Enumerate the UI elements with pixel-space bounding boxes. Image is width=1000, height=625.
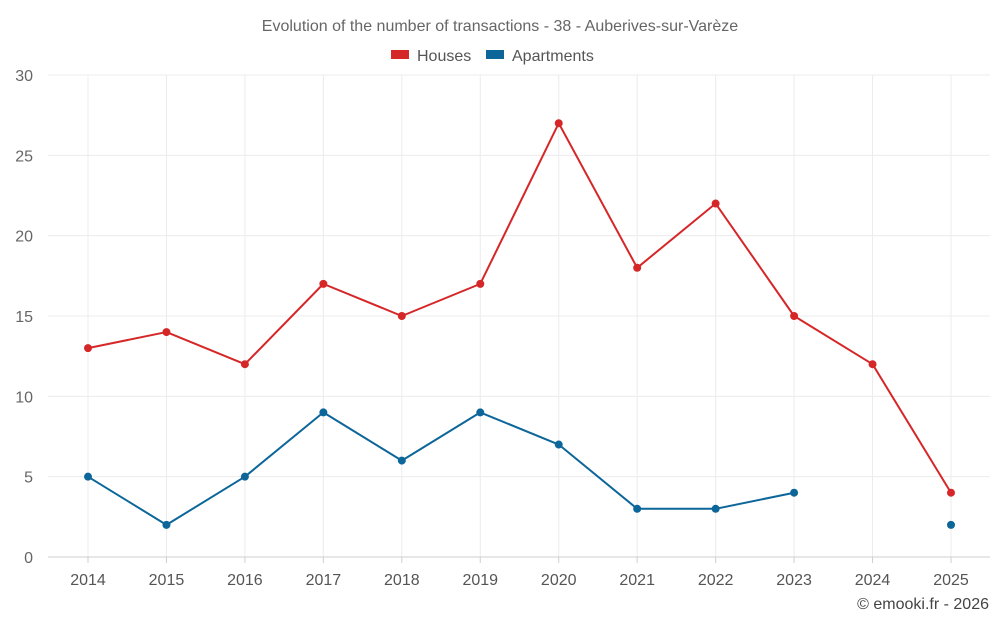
- x-tick-label: 2016: [227, 572, 263, 589]
- data-point-houses-2017[interactable]: [319, 279, 328, 288]
- x-tick-label: 2021: [619, 572, 655, 589]
- series: [84, 119, 955, 529]
- data-point-houses-2025[interactable]: [947, 488, 955, 497]
- data-point-houses-2022[interactable]: [711, 199, 720, 208]
- x-tick-label: 2017: [306, 572, 342, 589]
- y-tick-label: 0: [24, 550, 33, 567]
- x-tick-label: 2015: [149, 572, 185, 589]
- data-point-houses-2018[interactable]: [397, 312, 406, 320]
- data-point-houses-2023[interactable]: [790, 312, 799, 320]
- legend-item-houses[interactable]: Houses: [391, 48, 471, 65]
- data-point-apartments-2025[interactable]: [947, 520, 955, 529]
- data-point-houses-2021[interactable]: [633, 263, 642, 272]
- data-point-apartments-2016[interactable]: [240, 472, 249, 481]
- legend-item-apartments[interactable]: Apartments: [486, 48, 594, 65]
- y-tick-label: 5: [24, 470, 33, 487]
- gridlines: [48, 74, 990, 557]
- data-point-apartments-2018[interactable]: [397, 456, 406, 465]
- x-tick-label: 2019: [462, 572, 498, 589]
- x-tick-label: 2025: [933, 572, 969, 589]
- data-point-apartments-2020[interactable]: [554, 440, 563, 449]
- y-tick-label: 25: [15, 148, 33, 165]
- x-tick-label: 2018: [384, 572, 420, 589]
- legend-label-apartments: Apartments: [512, 48, 594, 65]
- legend-swatch-apartments: [486, 50, 504, 59]
- data-point-apartments-2017[interactable]: [319, 408, 328, 417]
- x-tick-label: 2020: [541, 572, 577, 589]
- series-apartments: [84, 408, 955, 529]
- x-tick-label: 2024: [855, 572, 891, 589]
- legend-label-houses: Houses: [417, 48, 471, 65]
- y-tick-label: 15: [15, 309, 33, 326]
- data-point-apartments-2014[interactable]: [84, 472, 92, 481]
- legend: Houses Apartments: [391, 48, 594, 65]
- series-line-houses: [87, 122, 952, 494]
- data-point-houses-2015[interactable]: [162, 328, 171, 337]
- x-tick-label: 2014: [70, 572, 106, 589]
- series-houses: [84, 119, 955, 497]
- chart-title: Evolution of the number of transactions …: [262, 18, 738, 35]
- y-tick-label: 20: [15, 229, 33, 246]
- data-point-houses-2019[interactable]: [476, 279, 485, 288]
- data-point-houses-2024[interactable]: [868, 360, 877, 369]
- credit-text: © emooki.fr - 2026: [857, 596, 989, 613]
- data-point-apartments-2015[interactable]: [162, 520, 171, 529]
- data-point-apartments-2019[interactable]: [476, 408, 485, 417]
- series-line-apartments: [87, 411, 795, 526]
- y-tick-label: 10: [15, 389, 33, 406]
- legend-swatch-houses: [391, 50, 409, 59]
- y-tick-label: 30: [15, 68, 33, 85]
- data-point-apartments-2023[interactable]: [790, 488, 799, 497]
- data-point-houses-2016[interactable]: [240, 360, 249, 369]
- x-tick-label: 2022: [698, 572, 734, 589]
- data-point-apartments-2021[interactable]: [633, 504, 642, 513]
- x-tick-label: 2023: [776, 572, 812, 589]
- data-point-houses-2020[interactable]: [554, 119, 563, 128]
- data-point-houses-2014[interactable]: [84, 344, 92, 353]
- data-point-apartments-2022[interactable]: [711, 504, 720, 513]
